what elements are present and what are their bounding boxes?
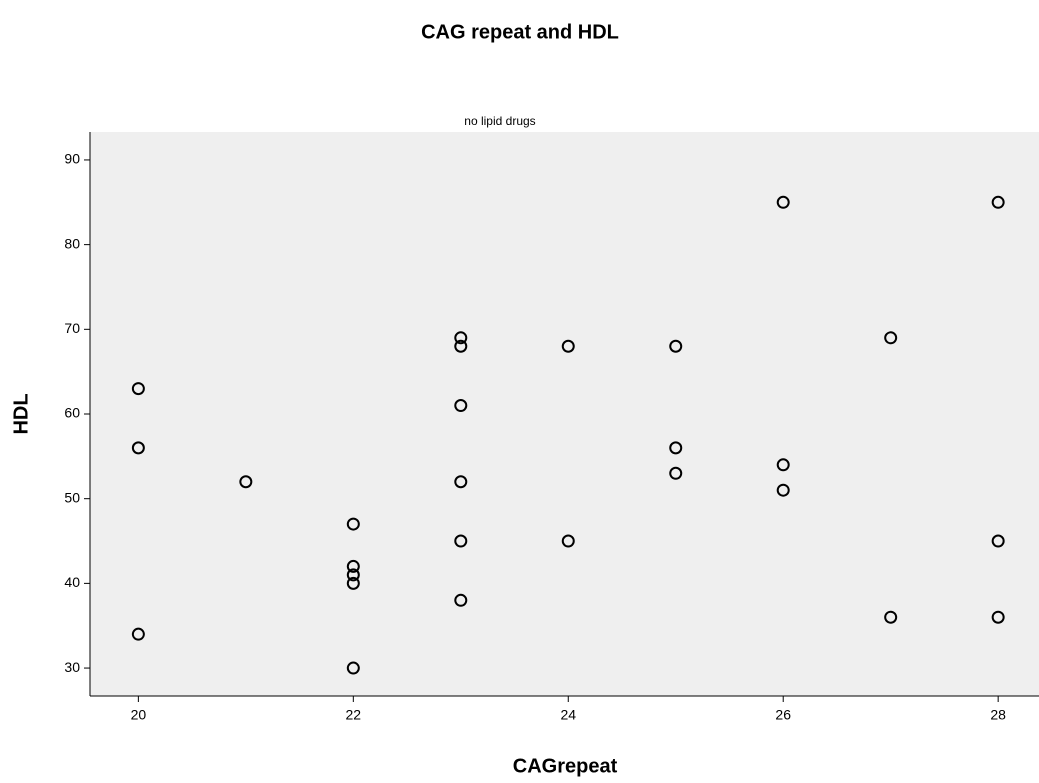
y-tick-label: 50: [64, 489, 80, 505]
chart-title: CAG repeat and HDL: [421, 21, 619, 43]
x-tick-label: 26: [775, 707, 791, 723]
y-tick-label: 70: [64, 320, 80, 336]
y-axis-label: HDL: [10, 393, 32, 434]
x-tick-label: 22: [346, 707, 362, 723]
x-axis-label: CAGrepeat: [513, 755, 618, 777]
y-tick-label: 60: [64, 405, 80, 421]
y-tick-label: 30: [64, 659, 80, 675]
plot-area: [90, 132, 1039, 696]
y-tick-label: 40: [64, 574, 80, 590]
y-tick-label: 80: [64, 235, 80, 251]
y-tick-label: 90: [64, 151, 80, 167]
x-tick-label: 24: [560, 707, 576, 723]
x-tick-label: 28: [990, 707, 1006, 723]
chart: CAG repeat and HDL CAGrepeat HDL no lipi…: [0, 0, 1039, 783]
x-tick-label: 20: [131, 707, 147, 723]
subtitle: no lipid drugs: [464, 114, 535, 128]
